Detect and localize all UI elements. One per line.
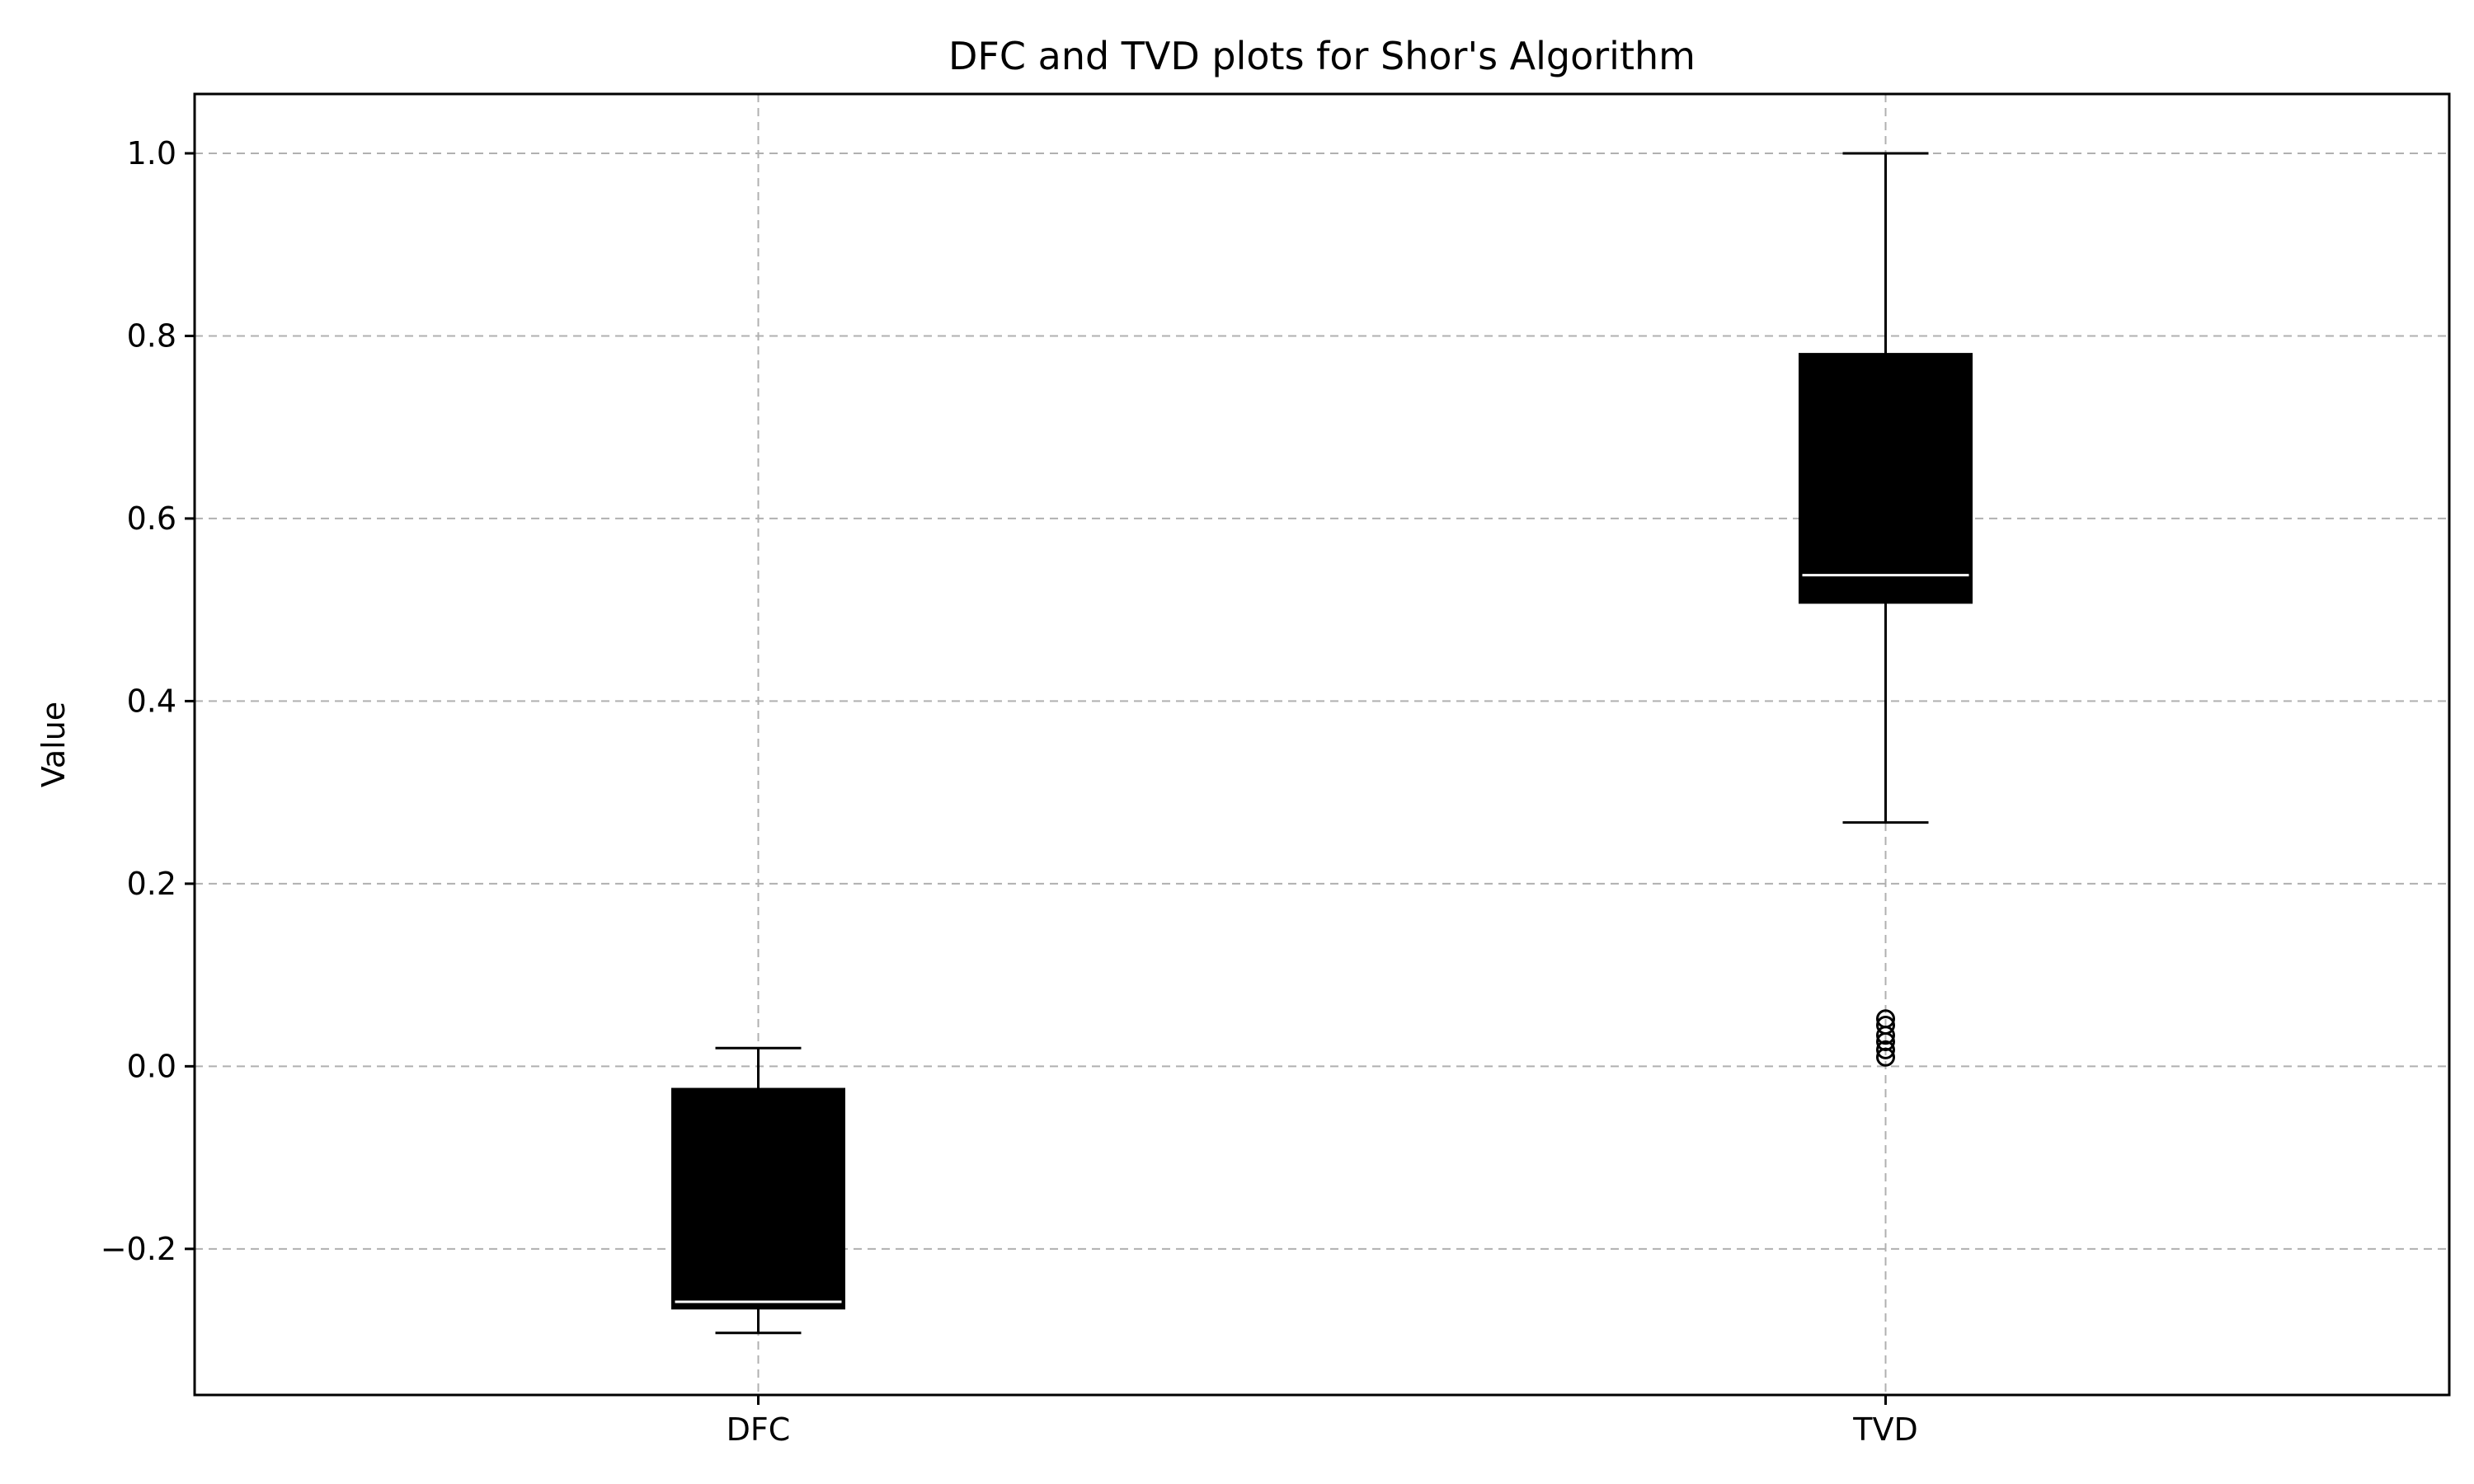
chart-title: DFC and TVD plots for Shor's Algorithm bbox=[948, 34, 1696, 78]
outlier-point bbox=[1876, 1009, 1895, 1029]
y-tick-label: 0.4 bbox=[127, 683, 176, 719]
x-tick-label: DFC bbox=[727, 1411, 791, 1448]
y-tick-label: 0.0 bbox=[127, 1048, 176, 1084]
outlier-point bbox=[1876, 1040, 1895, 1059]
outlier-point bbox=[1876, 1016, 1895, 1036]
y-tick-label: 1.0 bbox=[127, 135, 176, 171]
y-tick-label: 0.8 bbox=[127, 317, 176, 354]
boxes bbox=[671, 152, 1973, 1335]
plot-frame bbox=[193, 92, 2451, 1397]
y-tick-label: 0.6 bbox=[127, 500, 176, 537]
y-axis-ticks: −0.2 0.0 0.2 0.4 0.6 0.8 1.0 bbox=[101, 135, 195, 1267]
y-axis-label: Value bbox=[35, 702, 72, 787]
box-body bbox=[671, 1087, 845, 1310]
x-axis-ticks: DFC TVD bbox=[727, 1395, 1918, 1448]
box-dfc bbox=[671, 1046, 845, 1335]
box-body bbox=[1799, 353, 1973, 604]
box-tvd bbox=[1799, 152, 1973, 1067]
y-tick-label: 0.2 bbox=[127, 866, 176, 902]
x-tick-label: TVD bbox=[1852, 1411, 1917, 1448]
y-tick-label: −0.2 bbox=[101, 1231, 176, 1267]
